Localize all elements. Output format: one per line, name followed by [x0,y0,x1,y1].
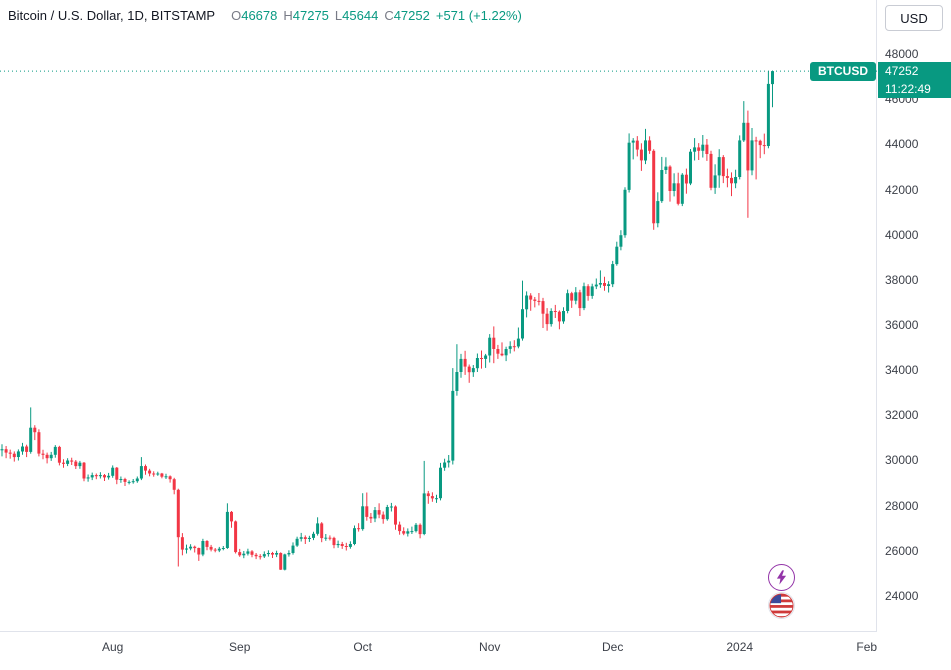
open-value: 46678 [241,8,278,23]
price-tick-label: 36000 [885,318,919,333]
price-tick-label: 38000 [885,272,919,287]
time-tick-label: Sep [229,640,251,654]
price-tick-label: 44000 [885,137,919,152]
close-label: C [384,8,394,23]
countdown-tag: 11:22:49 [878,80,951,99]
price-tick-label: 26000 [885,543,919,558]
price-tick-label: 34000 [885,363,919,378]
lightning-button[interactable] [768,564,795,591]
time-tick-label: Feb [856,640,878,654]
price-tick-label: 28000 [885,498,919,513]
symbol-price-pill[interactable]: BTCUSD [810,61,876,81]
symbol-title[interactable]: Bitcoin / U.S. Dollar, 1D, BITSTAMP [8,8,216,23]
open-label: O [231,8,242,23]
change-value: +571 (+1.22%) [435,8,522,23]
price-tick-label: 32000 [885,408,919,423]
price-axis[interactable]: USD 48000 46000 44000 42000 40000 38000 36000 3… [878,0,951,632]
chart-legend: Bitcoin / U.S. Dollar, 1D, BITSTAMP O4667… [8,8,522,23]
low-value: 45644 [342,8,379,23]
high-label: H [283,8,293,23]
time-axis[interactable]: Aug Sep Oct Nov Dec 2024 Feb [0,633,951,670]
us-flag-icon [769,593,794,618]
price-tick-label: 42000 [885,182,919,197]
time-tick-label: Nov [479,640,501,654]
time-tick-label: Aug [102,640,124,654]
price-tick-label: 24000 [885,588,919,603]
price-tick-label: 40000 [885,227,919,242]
price-tick-label: 48000 [885,47,919,62]
high-value: 47275 [292,8,329,23]
chart-pane[interactable]: Bitcoin / U.S. Dollar, 1D, BITSTAMP O4667… [0,0,877,632]
time-tick-label: 2024 [726,640,754,654]
low-label: L [334,8,343,23]
price-tick-label: 30000 [885,453,919,468]
candlestick-chart[interactable] [0,0,877,632]
time-tick-label: Oct [353,640,372,654]
current-price-tag[interactable]: 47252 [878,62,951,81]
ohlc-readout: O46678 H47275 L45644 C47252 +571 (+1.22%) [225,8,522,23]
lightning-bolt-icon [776,570,787,585]
close-value: 47252 [393,8,430,23]
us-flag-button[interactable] [768,592,795,619]
currency-usd-button[interactable]: USD [885,5,943,31]
candles-group [0,70,774,571]
time-tick-label: Dec [601,640,624,654]
